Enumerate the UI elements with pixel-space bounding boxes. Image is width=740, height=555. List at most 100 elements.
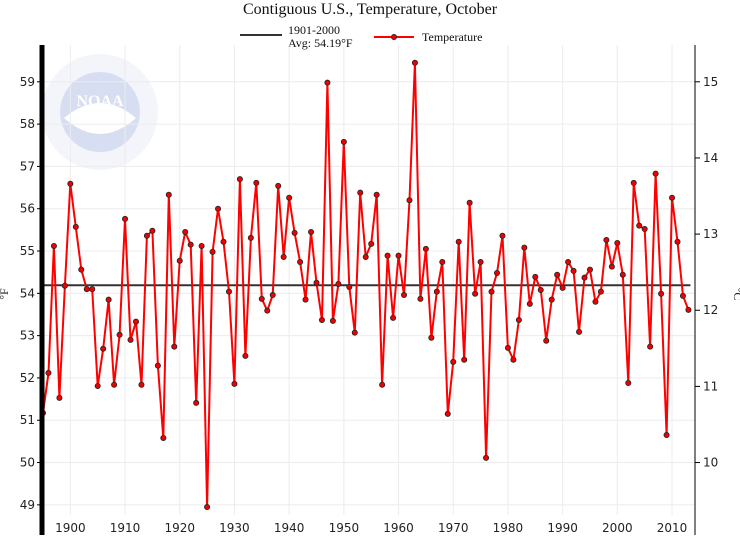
y-right-tick-label: 15 <box>703 75 718 89</box>
data-point <box>565 259 572 266</box>
data-point <box>510 356 517 363</box>
x-tick-label: 1950 <box>329 521 360 535</box>
data-point <box>83 286 90 293</box>
data-point <box>679 292 686 299</box>
data-point <box>674 238 681 245</box>
y-tick-label: 49 <box>20 498 35 512</box>
data-point <box>258 295 265 302</box>
x-tick-label: 1960 <box>383 521 414 535</box>
y-tick-label: 51 <box>20 413 35 427</box>
data-point <box>450 358 457 365</box>
data-point <box>663 432 670 439</box>
data-point <box>132 318 139 325</box>
data-point <box>275 182 282 189</box>
legend-temperature-label: Temperature <box>422 30 482 44</box>
data-point <box>417 295 424 302</box>
data-point <box>603 237 610 244</box>
data-point <box>138 381 145 388</box>
data-point <box>50 242 57 249</box>
data-point <box>406 197 413 204</box>
data-point <box>357 189 364 196</box>
data-point <box>439 259 446 266</box>
data-point <box>472 290 479 297</box>
data-point <box>499 232 506 239</box>
data-point <box>537 286 544 293</box>
data-point <box>127 336 134 343</box>
legend-average-label-2: Avg: 54.19°F <box>288 36 353 50</box>
data-point <box>619 271 626 278</box>
data-point <box>225 288 232 295</box>
data-point <box>401 292 408 299</box>
data-point <box>515 316 522 323</box>
data-point <box>253 179 260 186</box>
data-point <box>559 284 566 291</box>
data-point <box>72 223 79 230</box>
x-tick-label: 1920 <box>164 521 195 535</box>
data-point <box>122 215 129 222</box>
data-point <box>346 283 353 290</box>
x-tick-label: 1910 <box>110 521 141 535</box>
data-point <box>373 191 380 198</box>
data-point <box>324 79 331 86</box>
x-tick-label: 1970 <box>438 521 469 535</box>
data-point <box>236 176 243 183</box>
y-tick-label: 53 <box>20 329 35 343</box>
y-tick-label: 56 <box>20 202 35 216</box>
data-point <box>570 267 577 274</box>
data-point <box>264 307 271 314</box>
data-point <box>111 381 118 388</box>
x-tick-label: 1900 <box>55 521 86 535</box>
x-tick-label: 1930 <box>219 521 250 535</box>
data-point <box>313 279 320 286</box>
y-right-tick-label: 10 <box>703 456 718 470</box>
noaa-watermark-text: NOAA <box>76 93 124 110</box>
data-point <box>198 242 205 249</box>
data-point <box>433 288 440 295</box>
data-point <box>182 228 189 235</box>
chart-title: Contiguous U.S., Temperature, October <box>243 1 498 18</box>
data-point <box>455 238 462 245</box>
x-tick-label: 2010 <box>657 521 688 535</box>
data-point <box>351 329 358 336</box>
data-point <box>548 296 555 303</box>
data-point <box>504 344 511 351</box>
y-axis-label-left: °F <box>0 288 11 300</box>
data-point <box>165 191 172 198</box>
data-point <box>368 240 375 247</box>
data-point <box>428 334 435 341</box>
data-point <box>231 380 238 387</box>
data-point <box>483 454 490 461</box>
y-tick-label: 52 <box>20 371 35 385</box>
data-point <box>56 394 63 401</box>
y-axis-label-right: °C <box>731 288 740 301</box>
legend: 1901-2000 Avg: 54.19°F Temperature <box>240 23 482 50</box>
data-point <box>532 273 539 280</box>
data-point <box>685 306 692 313</box>
data-point <box>411 59 418 66</box>
data-point <box>160 435 167 442</box>
data-point <box>116 331 123 338</box>
data-point <box>641 226 648 233</box>
y-tick-label: 57 <box>20 159 35 173</box>
y-right-tick-label: 12 <box>703 303 718 317</box>
data-point <box>543 337 550 344</box>
data-point <box>61 282 68 289</box>
legend-temperature-marker <box>390 34 397 41</box>
legend-average-label-1: 1901-2000 <box>288 23 340 37</box>
data-point <box>297 259 304 266</box>
data-point <box>154 362 161 369</box>
data-point <box>187 241 194 248</box>
data-point <box>302 296 309 303</box>
data-point <box>89 286 96 293</box>
data-point <box>149 227 156 234</box>
y-tick-label: 54 <box>20 286 35 300</box>
y-right-tick-label: 14 <box>703 151 718 165</box>
data-point <box>647 343 654 350</box>
data-point <box>652 170 659 177</box>
y-tick-label: 58 <box>20 117 35 131</box>
axes: 1900 1910 1920 1930 1940 1950 1960 1970 1980 1990… <box>20 45 718 535</box>
data-point <box>636 222 643 229</box>
data-point <box>379 381 386 388</box>
data-point <box>466 199 473 206</box>
data-point <box>576 328 583 335</box>
